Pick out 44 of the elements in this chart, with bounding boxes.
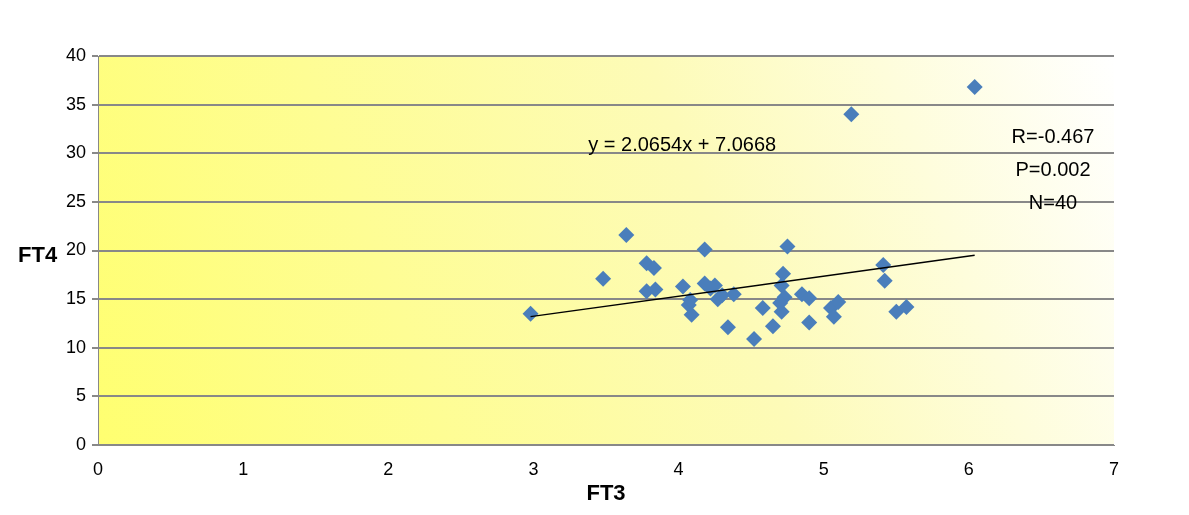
y-tick-label: 5 (76, 385, 87, 406)
y-tick-label: 15 (65, 288, 87, 309)
y-axis-title: FT4 (18, 241, 58, 267)
point (779, 238, 796, 255)
point (725, 286, 742, 303)
point (801, 290, 818, 307)
point (966, 79, 983, 96)
point (674, 278, 691, 295)
x-tick-label: 6 (963, 458, 974, 479)
annotation: y = 2.0654x + 7.0668 (588, 132, 777, 155)
annotation: P=0.002 (1015, 158, 1091, 181)
y-tick-label: 0 (76, 433, 87, 454)
y-tick-label: 35 (65, 93, 87, 114)
x-tick-label: 7 (1108, 458, 1120, 479)
y-tick-label: 25 (65, 190, 87, 211)
point (754, 299, 771, 316)
point (696, 241, 713, 258)
y-tick-label: 30 (65, 142, 87, 163)
x-tick-label: 2 (383, 458, 394, 479)
x-tick-label: 3 (528, 458, 539, 479)
annotation: R=-0.467 (1011, 125, 1095, 148)
point (595, 270, 612, 287)
point (775, 265, 792, 282)
point (888, 303, 905, 320)
point (898, 298, 915, 315)
y-tick-label: 10 (65, 336, 87, 357)
x-tick-label: 0 (93, 458, 104, 479)
y-tick-label: 40 (65, 44, 87, 65)
x-tick-label: 1 (238, 458, 249, 479)
point (830, 294, 847, 311)
x-axis-title: FT3 (586, 479, 626, 505)
point (801, 314, 818, 331)
point (719, 319, 736, 336)
x-tick-label: 5 (818, 458, 829, 479)
point (683, 306, 700, 323)
x-tick-label: 4 (673, 458, 684, 479)
point (522, 305, 539, 322)
point (618, 226, 635, 243)
point (876, 272, 893, 289)
y-tick-label: 20 (65, 239, 87, 260)
point (746, 331, 763, 347)
point (843, 106, 860, 123)
point (764, 318, 781, 335)
annotation: N=40 (1028, 191, 1078, 214)
